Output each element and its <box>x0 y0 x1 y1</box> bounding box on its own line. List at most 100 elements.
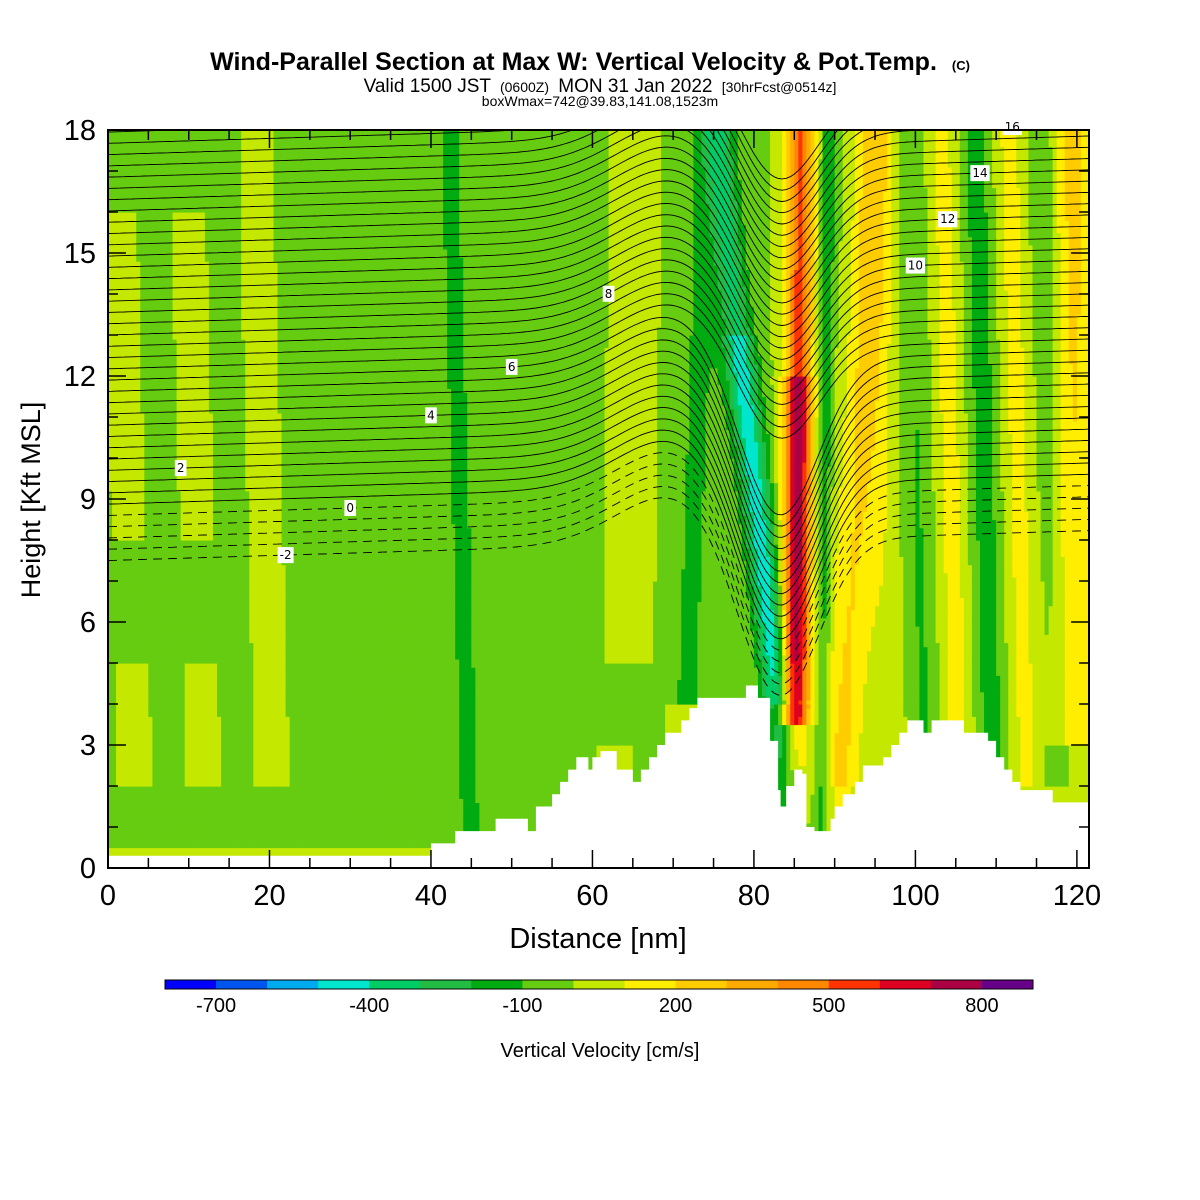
velocity-cell <box>112 671 117 676</box>
velocity-cell <box>164 552 170 557</box>
velocity-cell <box>144 601 149 607</box>
velocity-cell <box>168 802 174 808</box>
velocity-cell <box>128 171 133 176</box>
velocity-cell <box>176 626 182 631</box>
velocity-cell <box>128 609 133 615</box>
velocity-cell <box>108 527 113 533</box>
velocity-cell <box>184 351 190 357</box>
velocity-cell <box>112 314 117 320</box>
velocity-cell <box>140 712 145 717</box>
velocity-cell <box>120 515 125 521</box>
velocity-cell <box>156 437 162 443</box>
velocity-cell <box>140 671 145 676</box>
velocity-cell <box>208 142 214 147</box>
velocity-cell <box>208 429 214 434</box>
velocity-cell <box>124 806 129 812</box>
velocity-cell <box>152 154 158 160</box>
velocity-cell <box>217 548 222 553</box>
velocity-cell <box>128 441 133 447</box>
velocity-cell <box>112 183 117 188</box>
velocity-cell <box>196 216 202 221</box>
velocity-cell <box>136 396 141 402</box>
velocity-cell <box>204 207 210 213</box>
velocity-cell <box>148 503 154 508</box>
velocity-cell <box>132 847 137 853</box>
velocity-cell <box>108 831 113 836</box>
velocity-cell <box>108 724 113 730</box>
velocity-cell <box>188 412 194 418</box>
velocity-cell <box>108 765 113 771</box>
velocity-cell <box>160 392 166 398</box>
velocity-cell <box>148 478 154 484</box>
velocity-cell <box>124 265 129 270</box>
velocity-cell <box>180 777 186 783</box>
velocity-cell <box>112 724 117 730</box>
velocity-cell <box>148 777 154 783</box>
velocity-cell <box>200 671 206 676</box>
velocity-cell <box>196 142 202 147</box>
velocity-cell <box>200 400 206 406</box>
velocity-cell <box>148 679 154 685</box>
velocity-cell <box>108 630 113 635</box>
velocity-cell <box>160 761 166 767</box>
velocity-cell <box>212 326 218 332</box>
velocity-cell <box>124 146 129 152</box>
velocity-cell <box>124 412 129 418</box>
velocity-cell <box>212 556 218 562</box>
velocity-cell <box>208 613 214 619</box>
velocity-cell <box>152 429 158 434</box>
velocity-cell <box>180 314 186 320</box>
velocity-cell <box>168 269 174 275</box>
velocity-cell <box>212 769 218 775</box>
velocity-cell <box>160 429 166 434</box>
velocity-cell <box>160 433 166 439</box>
velocity-cell <box>192 769 198 775</box>
velocity-cell <box>176 445 182 451</box>
velocity-cell <box>204 708 210 713</box>
velocity-cell <box>108 626 113 631</box>
velocity-cell <box>212 831 218 836</box>
velocity-cell <box>176 822 182 828</box>
velocity-cell <box>184 814 190 820</box>
velocity-cell <box>204 458 210 463</box>
velocity-cell <box>168 654 174 660</box>
velocity-cell <box>192 462 198 467</box>
velocity-cell <box>152 581 158 586</box>
velocity-cell <box>156 318 162 324</box>
velocity-cell <box>108 847 113 853</box>
velocity-cell <box>192 732 198 738</box>
velocity-cell <box>168 699 174 705</box>
velocity-cell <box>160 462 166 467</box>
velocity-cell <box>124 228 129 234</box>
velocity-cell <box>192 576 198 582</box>
velocity-cell <box>176 585 182 590</box>
velocity-cell <box>184 216 190 221</box>
velocity-cell <box>116 445 121 451</box>
velocity-cell <box>200 277 206 283</box>
velocity-cell <box>188 765 194 771</box>
velocity-cell <box>140 642 145 648</box>
velocity-cell <box>176 187 182 193</box>
velocity-cell <box>200 568 206 574</box>
velocity-cell <box>120 556 125 562</box>
velocity-cell <box>212 654 218 660</box>
velocity-cell <box>200 474 206 480</box>
velocity-cell <box>128 658 133 664</box>
velocity-cell <box>196 667 202 672</box>
velocity-cell <box>176 810 182 816</box>
velocity-cell <box>120 527 125 533</box>
velocity-cell <box>168 175 174 180</box>
velocity-cell <box>112 355 117 361</box>
velocity-cell <box>112 699 117 705</box>
velocity-cell <box>132 802 137 808</box>
velocity-cell <box>164 302 170 307</box>
velocity-cell <box>156 199 162 205</box>
velocity-cell <box>112 445 117 451</box>
velocity-cell <box>172 183 178 188</box>
velocity-cell <box>184 359 190 365</box>
velocity-cell <box>128 466 133 471</box>
velocity-cell <box>208 216 214 221</box>
velocity-cell <box>132 273 137 279</box>
velocity-cell <box>120 761 125 767</box>
velocity-cell <box>148 851 154 857</box>
